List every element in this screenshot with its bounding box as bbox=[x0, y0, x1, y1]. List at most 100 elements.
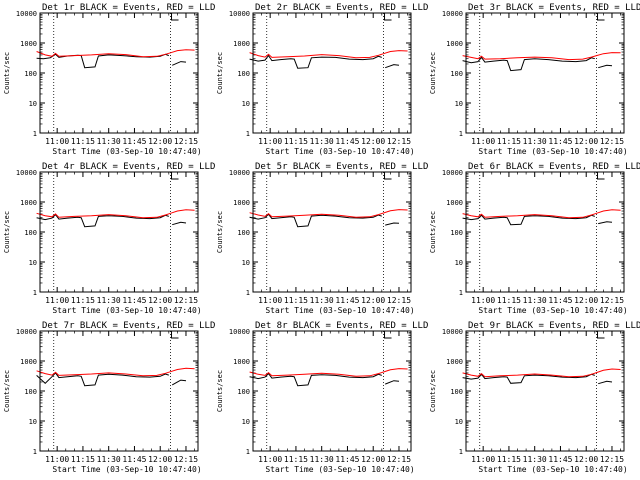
events-rate-line bbox=[171, 379, 187, 386]
detector-panel: Det 2r BLACK = Events, RED = LLD Counts/s… bbox=[216, 3, 428, 156]
x-tick-label: 11:45 bbox=[122, 137, 146, 146]
x-tick-label: 11:45 bbox=[122, 455, 146, 464]
x-tick-label: 11:30 bbox=[310, 296, 334, 305]
x-axis-label: Start Time (03-Sep-10 10:47:40) bbox=[265, 147, 414, 156]
x-tick-label: 11:00 bbox=[471, 296, 495, 305]
y-tick-label: 1000 bbox=[233, 40, 250, 48]
y-tick-label: 1000 bbox=[233, 199, 250, 207]
events-rate-line bbox=[598, 221, 613, 225]
plot-frame bbox=[39, 171, 199, 293]
y-axis-label: Counts/sec bbox=[3, 370, 11, 412]
y-axis-label: Counts/sec bbox=[3, 52, 11, 94]
y-tick-label: 10 bbox=[242, 259, 250, 267]
events-rate-line bbox=[36, 372, 169, 387]
y-tick-label: 1 bbox=[33, 448, 37, 456]
panel-title: Det 7r BLACK = Events, RED = LLD bbox=[42, 321, 215, 331]
panel-title: Det 1r BLACK = Events, RED = LLD bbox=[42, 3, 215, 13]
y-tick-label: 10 bbox=[455, 418, 463, 426]
x-axis-label: Start Time (03-Sep-10 10:47:40) bbox=[478, 465, 627, 474]
events-rate-line bbox=[172, 61, 187, 66]
detector-panel: Det 8r BLACK = Events, RED = LLD Counts/s… bbox=[216, 321, 428, 474]
x-tick-label: 11:00 bbox=[258, 455, 282, 464]
x-tick-label: 12:00 bbox=[148, 137, 172, 146]
y-axis-label: Counts/sec bbox=[216, 211, 224, 253]
events-rate-line bbox=[172, 221, 187, 226]
lld-rate-line bbox=[36, 49, 195, 58]
interval-bracket bbox=[384, 331, 392, 339]
y-tick-label: 1000 bbox=[446, 40, 463, 48]
x-tick-label: 11:15 bbox=[497, 455, 521, 464]
x-tick-label: 11:00 bbox=[45, 455, 69, 464]
x-tick-label: 11:00 bbox=[471, 137, 495, 146]
x-tick-label: 12:15 bbox=[174, 455, 198, 464]
y-axis-label: Counts/sec bbox=[429, 52, 437, 94]
x-tick-label: 11:15 bbox=[284, 296, 308, 305]
x-axis-label: Start Time (03-Sep-10 10:47:40) bbox=[52, 147, 201, 156]
panel-title: Det 3r BLACK = Events, RED = LLD bbox=[468, 3, 640, 13]
x-axis-label: Start Time (03-Sep-10 10:47:40) bbox=[478, 147, 627, 156]
lld-rate-line bbox=[249, 50, 408, 59]
y-tick-label: 10000 bbox=[229, 328, 250, 336]
x-tick-label: 12:00 bbox=[361, 455, 385, 464]
x-tick-label: 12:00 bbox=[148, 455, 172, 464]
events-rate-line bbox=[462, 214, 595, 226]
y-tick-label: 1 bbox=[33, 289, 37, 297]
y-axis-label: Counts/sec bbox=[216, 370, 224, 412]
x-tick-label: 11:15 bbox=[71, 455, 95, 464]
lld-rate-line bbox=[249, 368, 408, 377]
interval-bracket bbox=[597, 331, 605, 339]
events-rate-line bbox=[36, 53, 169, 69]
y-tick-label: 1 bbox=[246, 448, 250, 456]
y-tick-label: 100 bbox=[24, 388, 37, 396]
lld-rate-line bbox=[36, 367, 195, 377]
y-tick-label: 100 bbox=[450, 70, 463, 78]
x-tick-label: 12:15 bbox=[387, 137, 411, 146]
lld-rate-line bbox=[462, 209, 621, 219]
y-tick-label: 1 bbox=[459, 289, 463, 297]
detector-panel: Det 6r BLACK = Events, RED = LLD Counts/s… bbox=[429, 162, 640, 315]
x-tick-label: 11:15 bbox=[284, 455, 308, 464]
y-tick-label: 10 bbox=[29, 418, 37, 426]
interval-bracket bbox=[597, 172, 605, 180]
y-tick-label: 10000 bbox=[442, 10, 463, 18]
y-tick-label: 100 bbox=[237, 388, 250, 396]
events-rate-line bbox=[462, 56, 595, 72]
y-axis-label: Counts/sec bbox=[3, 211, 11, 253]
x-tick-label: 12:00 bbox=[574, 455, 598, 464]
x-axis-label: Start Time (03-Sep-10 10:47:40) bbox=[52, 306, 201, 315]
detector-panel: Det 3r BLACK = Events, RED = LLD Counts/s… bbox=[429, 3, 640, 156]
x-tick-label: 12:00 bbox=[361, 296, 385, 305]
y-tick-label: 10000 bbox=[442, 328, 463, 336]
events-rate-line bbox=[385, 222, 400, 226]
lld-rate-line bbox=[36, 209, 195, 219]
x-tick-label: 11:30 bbox=[97, 137, 121, 146]
x-axis-label: Start Time (03-Sep-10 10:47:40) bbox=[52, 465, 201, 474]
y-tick-label: 1 bbox=[459, 448, 463, 456]
y-tick-label: 10000 bbox=[16, 328, 37, 336]
x-tick-label: 11:30 bbox=[523, 455, 547, 464]
x-tick-label: 12:15 bbox=[387, 296, 411, 305]
x-tick-label: 11:30 bbox=[97, 455, 121, 464]
interval-bracket bbox=[171, 172, 179, 180]
x-tick-label: 11:15 bbox=[497, 137, 521, 146]
x-tick-label: 11:45 bbox=[335, 455, 359, 464]
y-tick-label: 10000 bbox=[16, 10, 37, 18]
x-tick-label: 11:45 bbox=[335, 137, 359, 146]
x-tick-label: 11:15 bbox=[284, 137, 308, 146]
detector-panel: Det 7r BLACK = Events, RED = LLD Counts/s… bbox=[3, 321, 215, 474]
x-tick-label: 12:15 bbox=[600, 455, 624, 464]
detector-panel: Det 9r BLACK = Events, RED = LLD Counts/s… bbox=[429, 321, 640, 474]
x-tick-label: 11:30 bbox=[523, 137, 547, 146]
x-tick-label: 11:15 bbox=[497, 296, 521, 305]
interval-bracket bbox=[597, 13, 605, 21]
plot-frame bbox=[39, 12, 199, 134]
x-tick-label: 11:00 bbox=[45, 137, 69, 146]
y-tick-label: 100 bbox=[450, 388, 463, 396]
y-tick-label: 10 bbox=[455, 259, 463, 267]
y-tick-label: 10000 bbox=[16, 169, 37, 177]
panel-title: Det 4r BLACK = Events, RED = LLD bbox=[42, 162, 215, 172]
panel-title: Det 8r BLACK = Events, RED = LLD bbox=[255, 321, 428, 331]
panel-title: Det 5r BLACK = Events, RED = LLD bbox=[255, 162, 428, 172]
events-rate-line bbox=[462, 373, 595, 384]
